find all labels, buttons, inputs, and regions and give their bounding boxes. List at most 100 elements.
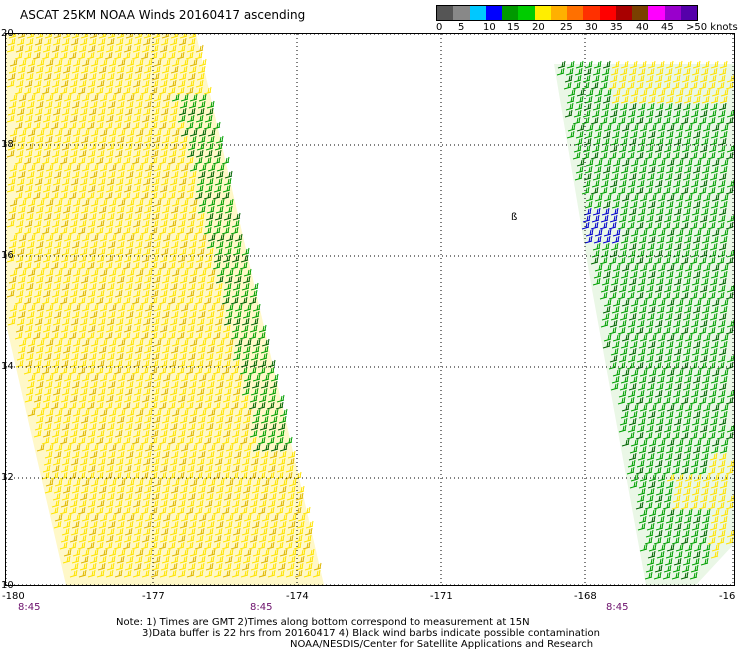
wind-barb [150,289,159,298]
wind-barb [240,569,249,578]
wind-barb [23,191,32,200]
wind-barb [52,457,61,466]
wind-barb [279,478,288,487]
wind-barb [647,60,656,69]
wind-barb [89,555,98,564]
wind-barb [252,373,261,382]
wind-barb [574,67,583,76]
wind-barb [169,282,178,291]
wind-barb [177,254,186,263]
wind-barb [115,282,124,291]
wind-barb [169,107,178,116]
wind-barb [610,67,619,76]
wind-barb [63,303,72,312]
wind-barb [152,555,161,564]
wind-barb [152,65,161,74]
wind-barb [239,401,248,410]
wind-barb [54,408,63,417]
wind-barb [44,135,53,144]
wind-barb [72,268,81,277]
wind-barb [140,86,149,95]
wind-barb [52,492,61,501]
wind-barb [88,317,97,326]
wind-barb [86,366,95,375]
wind-barb [41,51,50,60]
wind-barb [107,205,116,214]
wind-barb [248,436,257,445]
wind-barb [116,485,125,494]
wind-barb [167,86,176,95]
wind-barb [664,67,673,76]
wind-barb [189,93,198,102]
wind-barb [287,555,296,564]
wind-barb [159,394,168,403]
wind-barb [135,338,144,347]
wind-barb [216,268,225,277]
wind-barb [77,121,86,130]
wind-barb [681,74,690,83]
wind-barb [195,289,204,298]
wind-barb [575,60,584,69]
wind-barb [250,457,259,466]
wind-barb [27,338,36,347]
wind-barb [33,429,42,438]
wind-barb [248,366,257,375]
wind-speed-colorbar [436,5,698,21]
wind-barb [87,499,96,508]
wind-barb [125,240,134,249]
wind-barb [32,86,41,95]
wind-barb [162,58,171,67]
wind-barb [69,359,78,368]
wind-barb [33,44,42,53]
wind-barb [169,317,178,326]
wind-barb [160,37,169,46]
wind-barb [565,67,574,76]
wind-barb [24,219,33,228]
wind-barb [143,485,152,494]
wind-barb [249,394,258,403]
wind-barb [214,177,223,186]
wind-barb [249,429,258,438]
wind-barb [257,506,266,515]
wind-barb [206,205,215,214]
wind-barb [35,345,44,354]
lat-label: 16 [1,250,14,261]
wind-barb [50,506,59,515]
wind-barb [86,401,95,410]
wind-barb [205,282,214,291]
wind-barb [59,121,68,130]
wind-barb [204,569,213,578]
wind-barb [89,240,98,249]
wind-barb [61,527,70,536]
wind-barb [53,275,62,284]
wind-barb [188,345,197,354]
wind-barb [699,74,708,83]
wind-barb [239,541,248,550]
wind-barb [194,366,203,375]
wind-barb [44,100,53,109]
wind-barb [151,212,160,221]
wind-barb [261,338,270,347]
wind-barb [158,436,167,445]
wind-barb [70,107,79,116]
wind-barb [134,240,143,249]
wind-barb [716,81,725,90]
wind-barb [180,373,189,382]
wind-barb [225,478,234,487]
wind-barb [41,191,50,200]
wind-barb [241,492,250,501]
wind-barb [105,219,114,228]
wind-barb [98,205,107,214]
wind-barb [90,58,99,67]
wind-barb [33,254,42,263]
wind-barb [161,135,170,144]
wind-barb [144,443,153,452]
wind-barb [45,58,54,67]
lon-label: -174 [286,591,309,602]
wind-barb [232,457,241,466]
wind-barb [117,408,126,417]
wind-barb [69,149,78,158]
wind-barb [52,247,61,256]
wind-barb [89,135,98,144]
wind-barb [187,212,196,221]
